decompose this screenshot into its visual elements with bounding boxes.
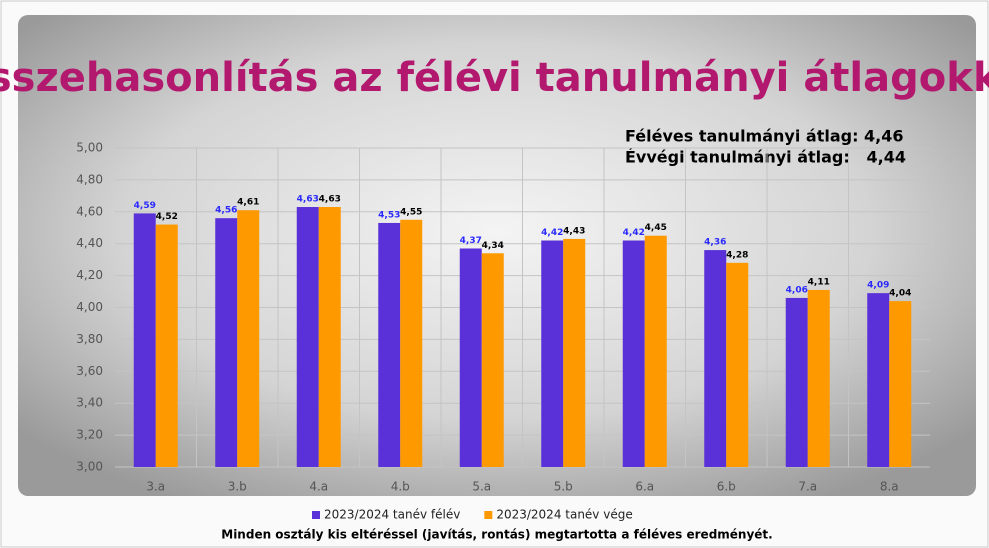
bar bbox=[133, 213, 156, 467]
y-tick-label: 3,00 bbox=[76, 460, 103, 474]
data-label: 4,45 bbox=[645, 223, 667, 233]
y-tick-label: 4,00 bbox=[76, 300, 103, 314]
y-tick-label: 4,60 bbox=[76, 204, 103, 218]
bar bbox=[785, 297, 808, 467]
x-tick-label: 3.b bbox=[228, 480, 247, 494]
bar bbox=[726, 262, 749, 467]
data-label: 4,37 bbox=[460, 236, 482, 246]
chart-title: Összehasonlítás az félévi tanulmányi átl… bbox=[0, 53, 989, 101]
y-tick-label: 4,40 bbox=[76, 236, 103, 250]
bar bbox=[622, 240, 645, 467]
x-tick-label: 8.a bbox=[880, 480, 899, 494]
data-label: 4,42 bbox=[623, 228, 645, 238]
data-label: 4,59 bbox=[134, 201, 156, 211]
data-label: 4,36 bbox=[704, 238, 726, 248]
y-tick-label: 3,60 bbox=[76, 364, 103, 378]
data-label: 4,56 bbox=[215, 206, 237, 216]
bar bbox=[400, 219, 423, 467]
y-tick-label: 3,20 bbox=[76, 428, 103, 442]
data-label: 4,11 bbox=[808, 277, 830, 287]
data-label: 4,09 bbox=[867, 281, 889, 291]
bar bbox=[318, 207, 341, 467]
y-tick-label: 3,40 bbox=[76, 396, 103, 410]
y-tick-label: 4,20 bbox=[76, 268, 103, 282]
bar bbox=[296, 207, 319, 467]
x-tick-label: 4.b bbox=[391, 480, 410, 494]
annotation: Évvégi tanulmányi átlag: 4,44 bbox=[625, 148, 906, 167]
bar bbox=[541, 240, 564, 467]
bar bbox=[644, 235, 667, 467]
caption: Minden osztály kis eltéréssel (javítás, … bbox=[221, 528, 772, 542]
bar bbox=[155, 224, 178, 467]
x-tick-label: 5.a bbox=[472, 480, 491, 494]
annotation: Féléves tanulmányi átlag: 4,46 bbox=[625, 127, 904, 146]
x-tick-label: 6.b bbox=[717, 480, 736, 494]
data-label: 4,43 bbox=[563, 226, 585, 236]
bar bbox=[704, 250, 727, 467]
bar bbox=[807, 289, 830, 467]
bar bbox=[459, 248, 482, 467]
bar bbox=[867, 293, 890, 467]
data-label: 4,61 bbox=[237, 198, 259, 208]
x-tick-label: 3.a bbox=[146, 480, 165, 494]
x-tick-label: 7.a bbox=[798, 480, 817, 494]
data-label: 4,63 bbox=[319, 195, 341, 205]
y-tick-label: 5,00 bbox=[76, 141, 103, 155]
bar bbox=[378, 222, 401, 467]
data-label: 4,34 bbox=[482, 241, 504, 251]
y-tick-label: 4,80 bbox=[76, 172, 103, 186]
bar bbox=[237, 210, 260, 467]
data-label: 4,55 bbox=[400, 207, 422, 217]
y-tick-label: 3,80 bbox=[76, 332, 103, 346]
x-tick-label: 6.a bbox=[635, 480, 654, 494]
bar bbox=[889, 301, 912, 467]
bar bbox=[215, 218, 238, 467]
x-tick-label: 4.a bbox=[309, 480, 328, 494]
data-label: 4,04 bbox=[889, 289, 911, 299]
legend-swatch bbox=[312, 511, 320, 519]
data-label: 4,06 bbox=[786, 285, 808, 295]
legend-label: 2023/2024 tanév félév bbox=[324, 508, 460, 522]
legend-swatch bbox=[484, 511, 493, 519]
data-label: 4,42 bbox=[541, 228, 563, 238]
data-label: 4,52 bbox=[156, 212, 178, 222]
legend-label: 2023/2024 tanév vége bbox=[496, 508, 632, 522]
bar bbox=[481, 253, 504, 467]
x-tick-label: 5.b bbox=[554, 480, 573, 494]
data-label: 4,63 bbox=[297, 195, 319, 205]
data-label: 4,53 bbox=[378, 210, 400, 220]
data-label: 4,28 bbox=[726, 250, 748, 260]
bar bbox=[563, 238, 586, 467]
